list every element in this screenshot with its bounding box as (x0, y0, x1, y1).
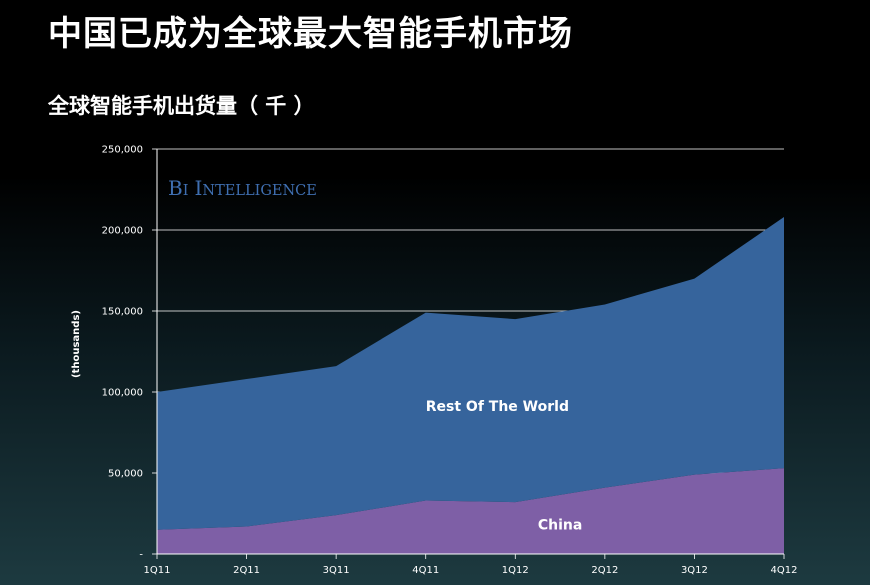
series-area-china (157, 468, 784, 554)
y-tick-label: 150,000 (102, 307, 143, 318)
x-tick-label: 3Q11 (323, 565, 350, 576)
x-tick-label: 1Q12 (502, 565, 529, 576)
x-tick-label: 4Q11 (412, 565, 439, 576)
y-tick-label: 250,000 (102, 145, 143, 156)
area-layer (157, 217, 784, 554)
x-tick-label: 2Q11 (233, 565, 260, 576)
chart-subtitle: 全球智能手机出货量（ 千 ） (48, 94, 315, 118)
series-label: China (538, 517, 582, 533)
x-tick-label: 3Q12 (681, 565, 708, 576)
series-label: Rest Of The World (426, 399, 569, 415)
y-tick-label: 200,000 (102, 226, 143, 237)
x-tick-label: 1Q11 (144, 565, 171, 576)
area-labels: China Rest Of The World (426, 399, 583, 533)
y-tick-label: 100,000 (102, 388, 143, 399)
axes: - 50,000 100,000 150,000 200,000 250,000 1Q11 2… (102, 145, 798, 577)
watermark-text: BI INTELLIGENCE (168, 176, 317, 200)
y-tick-label: - (139, 550, 143, 561)
y-axis-label: (thousands) (71, 310, 82, 378)
slide-title: 中国已成为全球最大智能手机市场 (48, 14, 573, 54)
series-area-rest-of-the-world (157, 217, 784, 530)
x-tick-label: 4Q12 (771, 565, 798, 576)
y-tick-label: 50,000 (108, 469, 143, 480)
x-tick-label: 2Q12 (591, 565, 618, 576)
